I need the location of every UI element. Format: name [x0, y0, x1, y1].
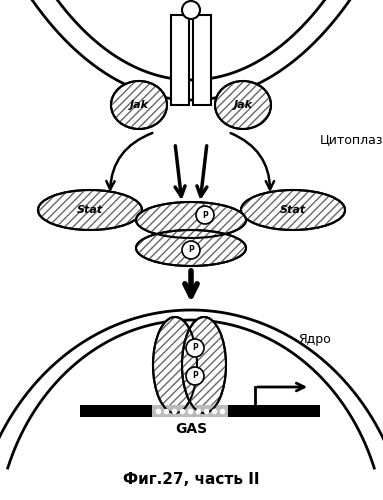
Text: P: P [192, 372, 198, 380]
Text: P: P [188, 246, 194, 254]
Circle shape [186, 367, 204, 385]
Ellipse shape [153, 317, 197, 413]
Text: P: P [192, 344, 198, 352]
Text: Stat: Stat [280, 205, 306, 215]
Bar [152, 405, 228, 417]
Bar [193, 15, 211, 105]
Bar [171, 15, 189, 105]
Text: GAS: GAS [175, 422, 207, 436]
Ellipse shape [241, 190, 345, 230]
Circle shape [196, 206, 214, 224]
Circle shape [182, 241, 200, 259]
Text: Jak: Jak [129, 100, 149, 110]
Text: Цитоплазма: Цитоплазма [320, 134, 383, 146]
Circle shape [186, 339, 204, 357]
Ellipse shape [111, 81, 167, 129]
Bar [80, 405, 320, 417]
Text: Stat: Stat [77, 205, 103, 215]
Text: P: P [202, 210, 208, 220]
Ellipse shape [136, 230, 246, 266]
Ellipse shape [136, 202, 246, 238]
Circle shape [182, 1, 200, 19]
Ellipse shape [182, 317, 226, 413]
Ellipse shape [38, 190, 142, 230]
Text: Ядро: Ядро [298, 334, 331, 346]
Ellipse shape [215, 81, 271, 129]
Text: Jak: Jak [234, 100, 252, 110]
Text: Фиг.27, часть II: Фиг.27, часть II [123, 472, 259, 488]
